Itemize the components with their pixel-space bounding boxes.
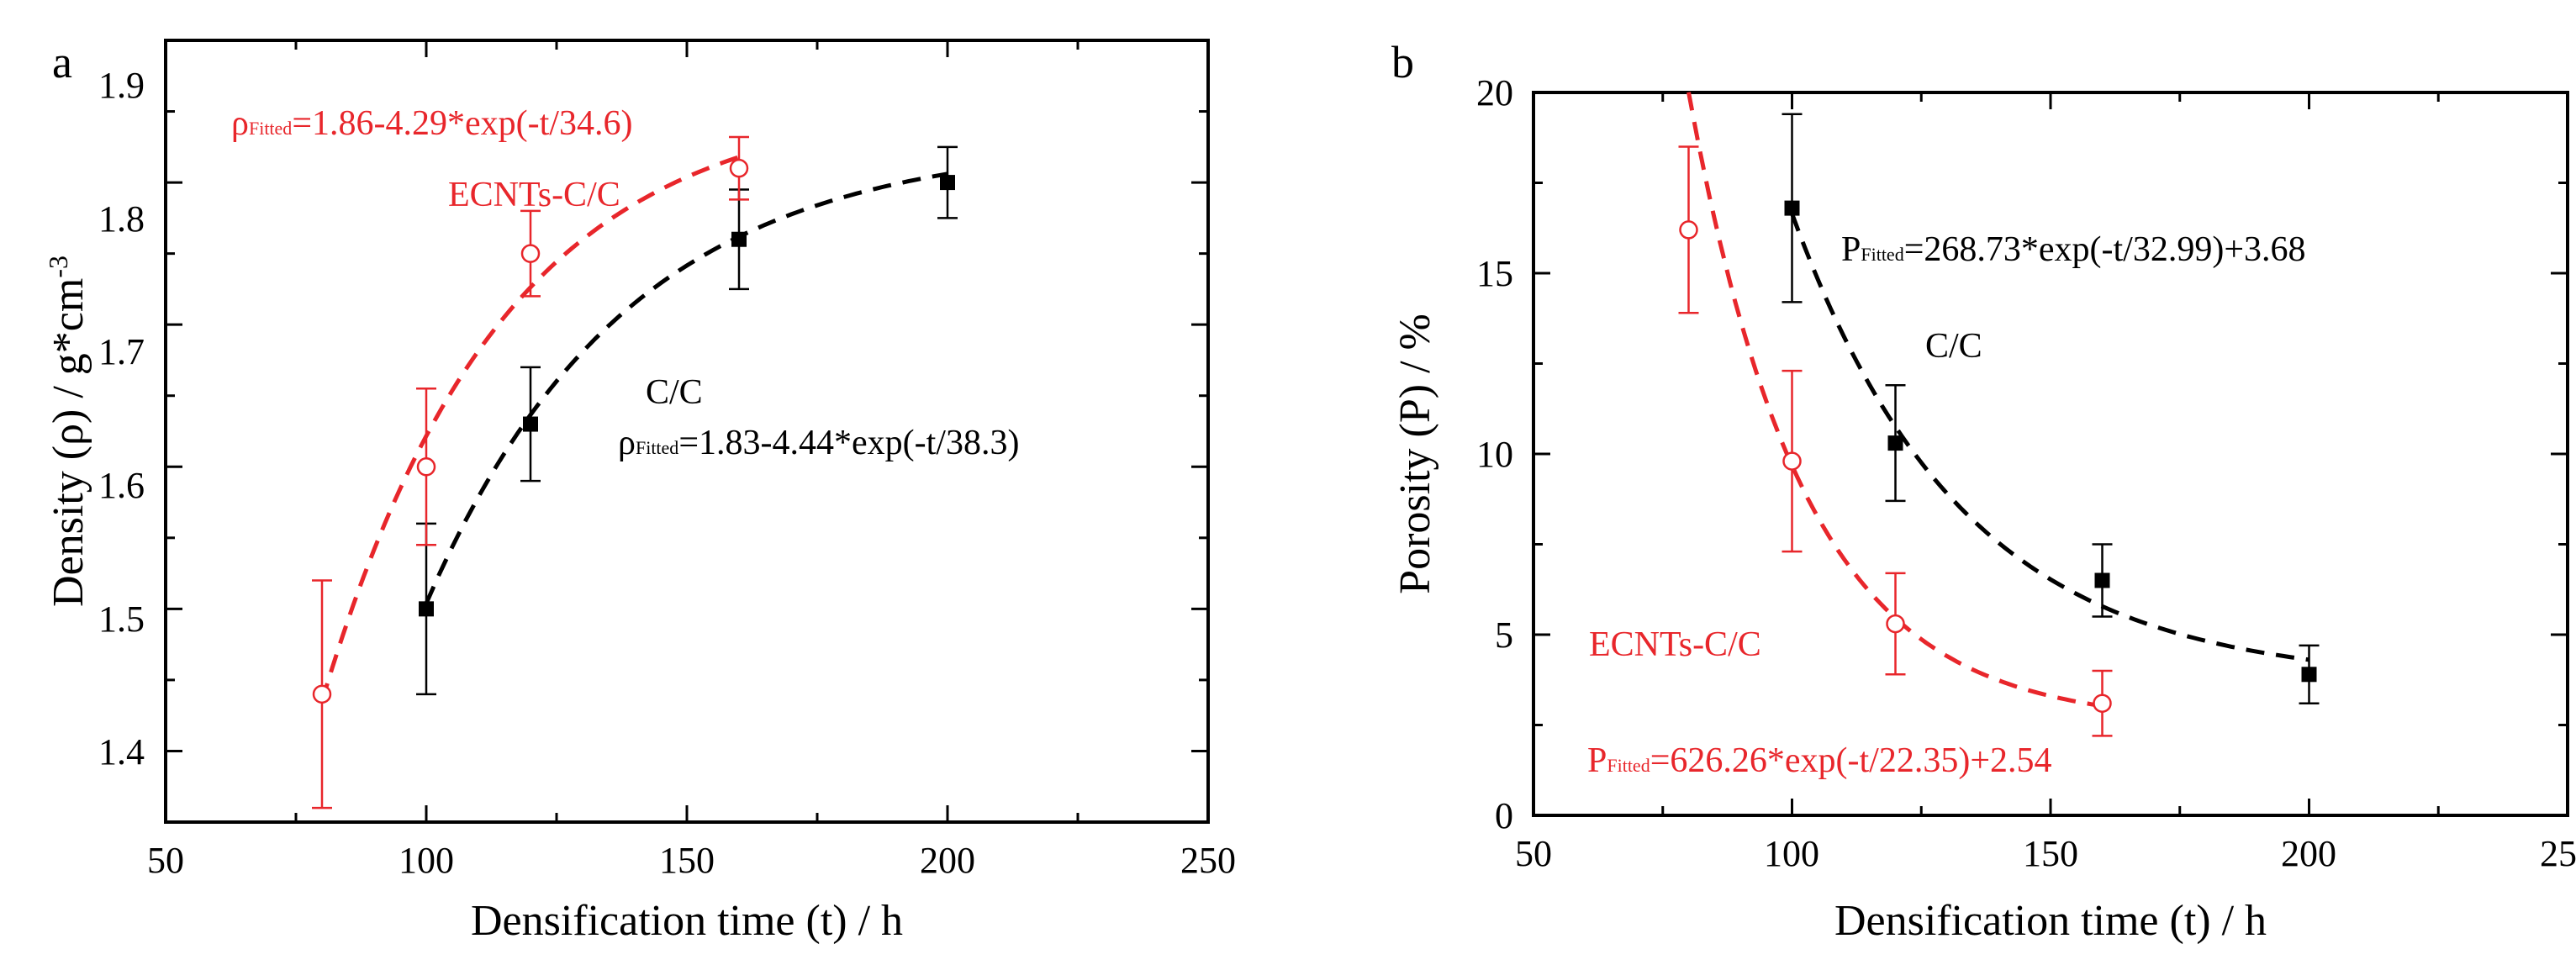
fit-expression: =626.26*exp(-t/22.35)+2.54	[1650, 741, 2052, 780]
data-point-c-c	[940, 175, 955, 191]
panel-b-markers	[1679, 200, 2317, 713]
data-point-c-c	[1784, 200, 1800, 216]
data-point-c-c	[2094, 572, 2110, 588]
panel-b-fit-curves	[1687, 92, 2309, 709]
x-tick-label: 100	[399, 840, 454, 881]
y-tick-label: 1.8	[98, 198, 145, 240]
data-point-c-c	[731, 231, 747, 247]
fit-symbol: P	[1587, 741, 1607, 780]
data-point-ecnts-c-c	[416, 457, 436, 477]
panel-a-markers	[312, 158, 955, 704]
y-tick-label: 1.4	[98, 731, 145, 773]
panel-a-ecnts-fit-equation: ρFitted=1.86-4.29*exp(-t/34.6)	[231, 104, 632, 143]
panel-a-axis-ticks	[164, 39, 1210, 822]
panel-b-y-tick-labels: 0 5 10 15 20	[1476, 72, 1513, 836]
x-tick-label: 200	[2281, 833, 2336, 874]
fit-expression: =1.86-4.29*exp(-t/34.6)	[292, 104, 632, 143]
panel-a-ecnts-label: ECNTs-C/C	[448, 176, 620, 214]
panel-a-y-axis-label: Density (ρ) / g*cm-3	[43, 256, 92, 607]
panel-b-ecnts-fit-equation: PFitted=626.26*exp(-t/22.35)+2.54	[1587, 741, 2052, 780]
panel-b-cc-label: C/C	[1925, 327, 1982, 366]
fit-curve-ecnts-c-c	[1687, 92, 2103, 709]
y-tick-label: 5	[1495, 614, 1513, 656]
data-point-ecnts-c-c	[2093, 693, 2112, 713]
panel-b-cc-fit-equation: PFitted=268.73*exp(-t/32.99)+3.68	[1841, 230, 2306, 269]
y-axis-label-superscript: -3	[43, 256, 73, 278]
data-point-c-c	[1887, 435, 1903, 451]
y-tick-label: 1.5	[98, 599, 145, 640]
data-point-ecnts-c-c	[520, 244, 541, 263]
y-tick-label: 20	[1476, 72, 1513, 113]
fit-subscript: Fitted	[1607, 755, 1650, 776]
fit-curve-c-c	[1790, 213, 2309, 662]
fit-symbol: P	[1841, 230, 1861, 269]
data-point-ecnts-c-c	[729, 158, 749, 178]
y-tick-label: 10	[1476, 434, 1513, 475]
data-point-ecnts-c-c	[312, 684, 332, 704]
fit-symbol: ρ	[618, 424, 636, 462]
y-tick-label: 1.6	[98, 465, 145, 506]
x-tick-label: 100	[1764, 833, 1819, 874]
data-point-ecnts-c-c	[1886, 614, 1905, 634]
data-point-ecnts-c-c	[1679, 220, 1698, 240]
x-tick-label: 150	[659, 840, 715, 881]
panel-b-porosity: b 50 100 150 200 250 0 5 10 15 20 Densif…	[1391, 37, 2576, 945]
fit-symbol: ρ	[231, 104, 249, 143]
panel-b-ecnts-label: ECNTs-C/C	[1589, 625, 1761, 664]
fit-curve-c-c	[424, 171, 948, 604]
x-tick-label: 250	[2540, 833, 2576, 874]
y-tick-label: 15	[1476, 253, 1513, 294]
panel-a-cc-fit-equation: ρFitted=1.83-4.44*exp(-t/38.3)	[618, 424, 1019, 462]
panel-a-cc-label: C/C	[646, 373, 703, 412]
panel-a-x-axis-label: Densification time (t) / h	[471, 897, 903, 945]
x-tick-label: 200	[920, 840, 975, 881]
y-axis-label-main: Density (ρ) / g*cm	[45, 278, 92, 607]
y-tick-label: 0	[1495, 795, 1513, 836]
panel-b-label: b	[1391, 37, 1414, 87]
panel-a-density: a 50 100 150 200 250 1.4 1.5 1.6 1.7 1.8…	[43, 37, 1236, 945]
x-tick-label: 250	[1180, 840, 1236, 881]
x-tick-label: 50	[147, 840, 184, 881]
y-tick-label: 1.7	[98, 331, 145, 372]
fit-expression: =1.83-4.44*exp(-t/38.3)	[678, 424, 1019, 462]
panel-b-axis-ticks	[1532, 91, 2569, 817]
fit-subscript: Fitted	[249, 118, 292, 139]
data-point-c-c	[523, 416, 538, 432]
panel-b-y-axis-label: Porosity (P) / %	[1391, 314, 1439, 594]
data-point-c-c	[2301, 667, 2317, 683]
panel-b-x-tick-labels: 50 100 150 200 250	[1515, 833, 2576, 874]
data-point-ecnts-c-c	[1782, 451, 1802, 471]
fit-subscript: Fitted	[636, 437, 678, 458]
panel-a-y-tick-labels: 1.4 1.5 1.6 1.7 1.8 1.9	[98, 65, 145, 773]
panel-a-label: a	[52, 37, 72, 87]
panel-b-x-axis-label: Densification time (t) / h	[1834, 897, 2267, 945]
x-tick-label: 50	[1515, 833, 1552, 874]
fit-expression: =268.73*exp(-t/32.99)+3.68	[1904, 230, 2306, 269]
data-point-c-c	[419, 601, 434, 617]
fit-subscript: Fitted	[1861, 244, 1903, 265]
x-tick-label: 150	[2023, 833, 2078, 874]
panel-a-x-tick-labels: 50 100 150 200 250	[147, 840, 1236, 881]
y-tick-label: 1.9	[98, 65, 145, 106]
